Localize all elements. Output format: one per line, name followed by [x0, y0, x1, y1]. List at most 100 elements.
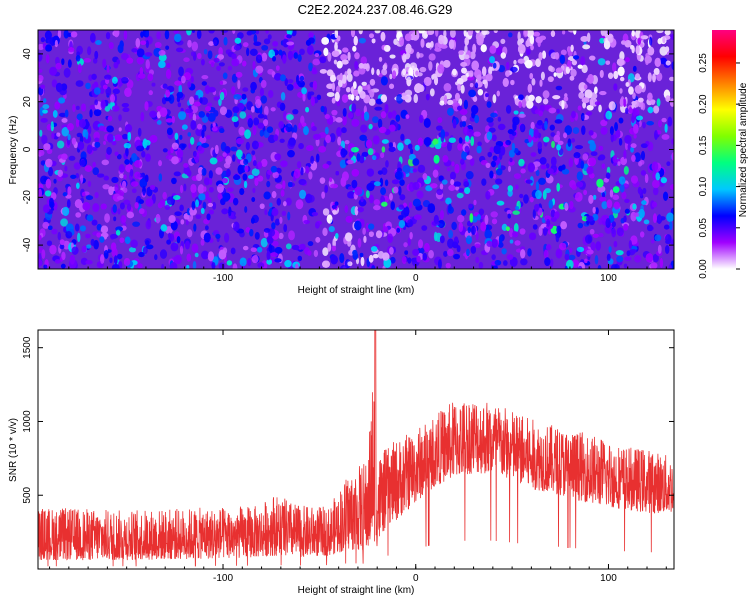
spectrogram-cell	[43, 204, 50, 213]
spectrogram-cell	[398, 186, 402, 196]
spectrogram-cell	[443, 94, 448, 105]
spectrogram-cell	[665, 234, 672, 243]
spectrogram-cell	[70, 174, 77, 179]
spectrogram-cell	[655, 172, 660, 181]
spectrogram-cell	[344, 139, 350, 145]
spectrogram-cell	[322, 208, 330, 216]
spectrogram-cell	[665, 95, 671, 102]
spectrogram-cell	[535, 169, 540, 177]
spectrogram-cell	[548, 107, 557, 114]
spectrogram-cell	[460, 84, 465, 94]
spectrogram-cell	[416, 255, 421, 263]
spectrogram-cell	[538, 52, 543, 61]
spectrogram-cell	[460, 158, 465, 165]
spectrogram-cell	[549, 66, 555, 73]
spectrogram-cell	[249, 48, 258, 57]
spectrogram-cell	[404, 250, 409, 255]
spectrogram-cell	[564, 253, 570, 261]
spectrogram-cell	[371, 38, 376, 44]
spectrogram-cell	[628, 239, 633, 250]
spectrogram-cell	[507, 213, 512, 219]
spectrogram-cell	[49, 244, 57, 255]
spectrogram-cell	[99, 236, 105, 243]
spectrogram-cell	[527, 162, 535, 173]
spectrogram-cell	[363, 111, 370, 121]
spectrogram-cell	[631, 30, 635, 37]
spectrogram-cell	[443, 82, 452, 92]
spectrogram-cell	[467, 226, 471, 234]
spectrogram-cell	[456, 192, 464, 199]
spectrogram-cell	[272, 240, 279, 247]
spectrogram-cell	[544, 215, 552, 221]
spectrogram-cell	[412, 182, 420, 190]
spectrogram-cell	[517, 44, 526, 54]
spectrogram-cell	[94, 191, 99, 199]
spectrogram-cell	[647, 46, 655, 56]
spectrogram-cell	[500, 52, 506, 59]
spectrogram-cell	[327, 52, 332, 62]
spectrogram-cell	[507, 189, 513, 197]
snr-y-axis-label: SNR (10 * v/v)	[8, 418, 19, 482]
spectrogram-cell	[369, 88, 375, 98]
spectrogram-cell	[285, 123, 293, 133]
spectrogram-cell	[537, 120, 543, 126]
spectrogram-cell	[466, 155, 473, 160]
spectrogram-cell	[589, 55, 596, 61]
spectrogram-cell	[445, 262, 451, 269]
spectrogram-cell	[214, 144, 219, 155]
spectrogram-cell	[351, 169, 360, 177]
spectrogram-cell	[257, 161, 263, 169]
spectrogram-cell	[670, 239, 674, 246]
spectrogram-cell	[437, 219, 445, 228]
spectrogram-cell	[136, 145, 145, 152]
spectrogram-cell	[571, 184, 577, 191]
spectrogram-cell	[656, 30, 664, 34]
spectrogram-cell	[305, 106, 310, 113]
spectrogram-cell	[419, 114, 424, 124]
spectrogram-cell	[547, 168, 554, 175]
spectrogram-cell	[378, 126, 387, 134]
spectrogram-cell	[529, 196, 534, 203]
spectrogram-cell	[617, 66, 625, 77]
spectrogram-cell	[389, 73, 393, 80]
spectrogram-cell	[168, 215, 176, 224]
spectrogram-cell	[520, 168, 526, 174]
spectrogram-cell	[200, 239, 205, 246]
spectrogram-cell	[80, 174, 84, 184]
spectrogram-cell	[298, 178, 307, 185]
spectrogram-cell	[653, 68, 660, 75]
spectrogram-cell	[380, 94, 388, 103]
spectrogram-cell	[360, 124, 368, 133]
spectrogram-cell	[279, 216, 283, 224]
spectrogram-cell	[134, 202, 139, 209]
spectrogram-cell	[203, 232, 211, 243]
spectrogram-cell	[130, 239, 138, 249]
spectrogram-cell	[640, 35, 649, 40]
spectrogram-cell	[308, 171, 313, 180]
spectrogram-cell	[347, 51, 351, 61]
spectrogram-cell	[332, 209, 337, 215]
spectrogram-cell	[630, 44, 634, 50]
spectrogram-cell	[582, 153, 589, 161]
spectrogram-cell	[174, 80, 183, 86]
spectrogram-cell	[624, 256, 632, 261]
spectrogram-cell	[219, 91, 225, 101]
spectrogram-cell	[67, 32, 72, 37]
spectrogram-cell	[448, 39, 455, 50]
spectrogram-cell	[489, 146, 495, 154]
spectrogram-cell	[57, 231, 61, 241]
spectrogram-cell	[94, 50, 99, 60]
spectrogram-cell	[305, 193, 313, 204]
spectrogram-cell	[312, 80, 318, 91]
spectrogram-cell	[461, 67, 467, 74]
spectrogram-cell	[368, 33, 375, 39]
spectrogram-cell	[412, 158, 420, 166]
spectrogram-cell	[234, 37, 242, 44]
spectrogram-cell	[336, 60, 343, 69]
spectrogram-cell	[165, 118, 174, 123]
spectrogram-cell	[481, 178, 487, 186]
spectrogram-cell	[100, 225, 109, 234]
spectrogram-cell	[236, 32, 244, 39]
spectrogram-cell	[201, 129, 205, 139]
